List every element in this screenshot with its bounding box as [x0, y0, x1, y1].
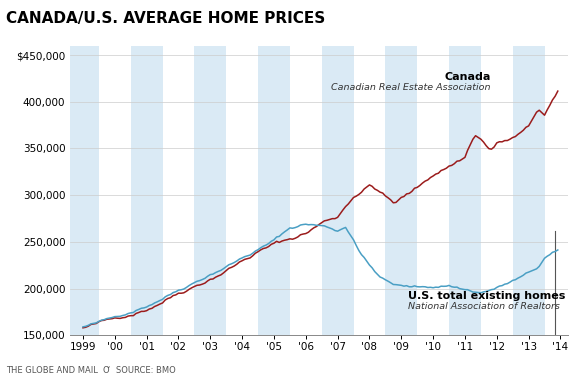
- Bar: [449, 46, 481, 335]
- Text: CANADA/U.S. AVERAGE HOME PRICES: CANADA/U.S. AVERAGE HOME PRICES: [6, 11, 325, 26]
- Bar: [385, 46, 417, 335]
- Bar: [130, 46, 162, 335]
- Bar: [67, 46, 99, 335]
- Text: National Association of Realtors: National Association of Realtors: [408, 302, 560, 311]
- Bar: [513, 46, 545, 335]
- Text: U.S. total existing homes: U.S. total existing homes: [408, 291, 565, 301]
- Bar: [258, 46, 290, 335]
- Text: THE GLOBE AND MAIL  Ơ  SOURCE: BMO: THE GLOBE AND MAIL Ơ SOURCE: BMO: [6, 366, 176, 375]
- Bar: [194, 46, 226, 335]
- Text: Canada: Canada: [444, 72, 491, 82]
- Bar: [322, 46, 354, 335]
- Text: Canadian Real Estate Association: Canadian Real Estate Association: [331, 83, 491, 92]
